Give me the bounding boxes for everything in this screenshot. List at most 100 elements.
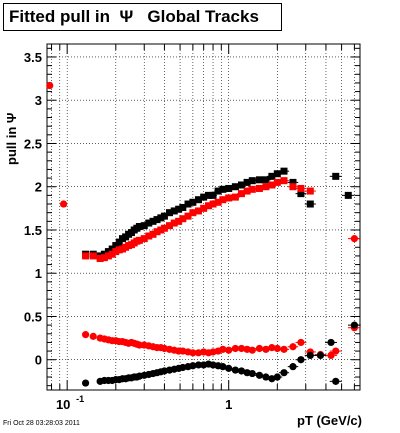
data-point-square — [149, 217, 157, 225]
data-point-square — [214, 187, 222, 195]
data-point-square — [306, 200, 314, 208]
data-point-circle — [273, 373, 281, 381]
data-point-square — [237, 181, 245, 189]
data-point-square — [280, 167, 288, 175]
data-point-square — [209, 200, 217, 208]
data-point-square — [273, 170, 281, 178]
data-point-square — [96, 255, 104, 263]
y-tick-label: 2.5 — [24, 136, 42, 151]
data-point-circle — [219, 345, 227, 353]
data-point-square — [189, 209, 197, 217]
data-point-circle — [280, 345, 288, 353]
data-point-square — [160, 212, 168, 220]
y-tick-label: 3 — [35, 93, 42, 108]
data-point-square — [157, 226, 165, 234]
data-point-square — [184, 200, 192, 208]
data-point-square — [231, 183, 239, 191]
data-point-square — [179, 203, 187, 211]
y-tick-label: 2 — [35, 180, 42, 195]
data-point-square — [255, 184, 263, 192]
data-point-square — [344, 191, 352, 199]
data-point-square — [108, 250, 116, 258]
data-point-square — [225, 194, 233, 202]
data-point-circle — [237, 344, 246, 353]
data-point-circle — [231, 366, 239, 374]
data-point-square — [140, 222, 148, 230]
data-point-circle — [350, 235, 358, 243]
data-point-circle — [194, 361, 203, 369]
data-point-square — [273, 178, 281, 186]
data-point-square — [225, 184, 233, 192]
data-point-square — [243, 178, 251, 186]
y-tick-label: 3.5 — [24, 50, 42, 65]
data-point-circle — [268, 344, 276, 352]
data-point-square — [268, 172, 276, 180]
data-point-circle — [306, 351, 314, 359]
data-point-square — [153, 216, 161, 224]
data-point-square — [255, 176, 263, 184]
data-point-circle — [255, 344, 264, 353]
data-point-square — [289, 178, 297, 186]
data-point-square — [194, 207, 202, 215]
data-point-circle — [81, 379, 90, 387]
data-point-circle — [327, 338, 335, 347]
data-point-circle — [189, 362, 197, 370]
data-point-square — [219, 196, 227, 204]
data-point-square — [248, 177, 256, 185]
data-point-square — [165, 209, 173, 217]
data-point-circle — [316, 351, 325, 359]
data-point-circle — [280, 369, 288, 377]
x-tick-label-exponent: -1 — [76, 394, 84, 404]
data-point-square — [237, 190, 245, 198]
data-point-square — [145, 219, 153, 227]
data-point-square — [170, 207, 178, 215]
data-point-square — [306, 187, 314, 195]
data-point-square — [205, 191, 213, 199]
data-point-square — [189, 198, 197, 206]
data-point-square — [297, 190, 305, 198]
axis-ticks — [47, 44, 360, 390]
data-point-square — [100, 254, 108, 262]
data-point-square — [140, 235, 148, 243]
data-point-square — [219, 185, 227, 193]
x-axis-label: pT (GeV/c) — [296, 413, 362, 428]
y-tick-label: 0.5 — [24, 309, 42, 324]
data-point-circle — [46, 81, 54, 90]
data-point-square — [200, 193, 208, 201]
data-point-circle — [297, 356, 305, 364]
data-point-square — [179, 215, 187, 223]
data-point-square — [332, 172, 340, 180]
data-point-square — [104, 248, 112, 256]
data-point-square — [262, 183, 270, 191]
data-point-circle — [231, 344, 239, 353]
data-point-circle — [327, 351, 335, 359]
y-axis-label: pull in Ψ — [4, 112, 19, 165]
x-tick-label: 10 — [56, 397, 70, 412]
data-point-circle — [297, 338, 305, 347]
data-point-square — [209, 191, 217, 199]
data-point-circle — [59, 200, 68, 208]
data-point-square — [280, 177, 288, 185]
data-point-square — [149, 230, 157, 238]
grid-lines — [47, 44, 360, 390]
tick-labels: 0 0.5 1 1.5 2 2.5 3 3.5 10 -1 1 — [24, 50, 232, 412]
data-point-square — [104, 252, 112, 260]
data-point-square — [135, 236, 143, 244]
y-axis-label-container: pull in Ψ — [2, 50, 19, 170]
data-point-circle — [289, 343, 297, 351]
data-point-square — [157, 214, 165, 222]
data-point-square — [194, 196, 202, 204]
data-markers — [46, 81, 361, 387]
data-point-square — [153, 228, 161, 236]
data-point-square — [248, 185, 256, 193]
data-point-circle — [248, 346, 256, 354]
timestamp: Fri Oct 28 03:28:03 2011 — [3, 420, 80, 427]
data-point-circle — [225, 346, 233, 354]
data-point-square — [135, 223, 143, 231]
data-point-square — [214, 198, 222, 206]
data-point-circle — [189, 349, 197, 357]
data-point-square — [160, 224, 168, 232]
data-point-square — [231, 193, 239, 201]
data-point-square — [243, 187, 251, 195]
